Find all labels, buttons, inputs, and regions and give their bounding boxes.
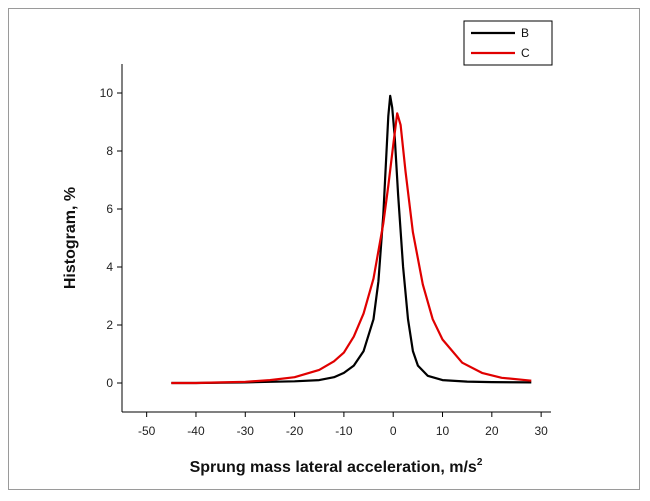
- series-group: [171, 94, 532, 385]
- y-tick-label: 6: [106, 202, 113, 216]
- x-tick-label: -40: [187, 424, 205, 438]
- x-axis-title-text: Sprung mass lateral acceleration, m/s: [190, 459, 477, 476]
- x-tick-label: -30: [237, 424, 255, 438]
- series-line-C: [171, 112, 532, 385]
- x-tick-label: 30: [534, 424, 548, 438]
- x-tick-label: -20: [286, 424, 304, 438]
- legend-box: [463, 20, 553, 66]
- y-tick-label: 0: [106, 376, 113, 390]
- y-tick-label: 4: [106, 260, 113, 274]
- legend-label-B: B: [521, 26, 529, 40]
- x-ticks: -50 -40 -30 -20 -10 0 10 20 30: [138, 412, 548, 438]
- legend-label-C: C: [521, 46, 530, 60]
- x-tick-label: -10: [335, 424, 353, 438]
- chart-frame: -50 -40 -30 -20 -10 0 10 20 30 0 2 4 6 8 10 Sprung ma…: [8, 8, 640, 490]
- legend: BC: [463, 20, 553, 66]
- y-tick-label: 10: [100, 86, 114, 100]
- y-axis-title: Histogram, %: [62, 187, 79, 289]
- x-tick-label: 0: [390, 424, 397, 438]
- y-ticks: 0 2 4 6 8 10: [100, 86, 122, 390]
- y-tick-label: 2: [106, 318, 113, 332]
- x-tick-label: 20: [485, 424, 499, 438]
- x-axis-title: Sprung mass lateral acceleration, m/s2: [190, 457, 483, 476]
- line-chart: -50 -40 -30 -20 -10 0 10 20 30 0 2 4 6 8 10 Sprung ma…: [62, 20, 553, 476]
- x-tick-label: -50: [138, 424, 156, 438]
- x-tick-label: 10: [436, 424, 450, 438]
- series-line-B: [171, 94, 532, 385]
- y-tick-label: 8: [106, 144, 113, 158]
- x-axis-title-superscript: 2: [477, 457, 483, 468]
- axes: [121, 64, 551, 413]
